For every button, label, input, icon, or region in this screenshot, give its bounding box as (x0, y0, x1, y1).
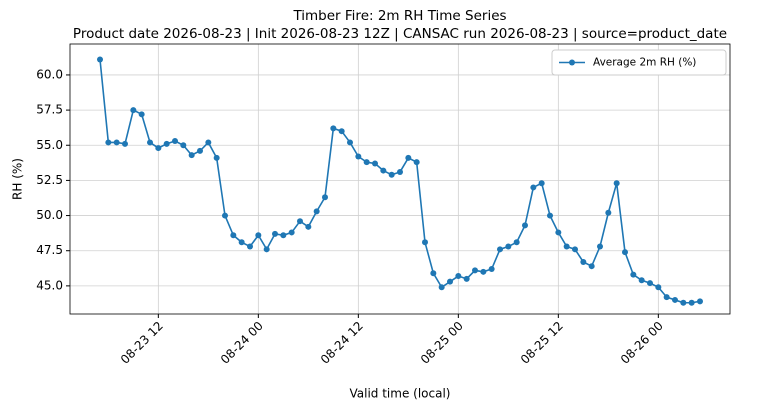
y-tick-label: 47.5 (36, 243, 63, 257)
data-point (180, 142, 187, 149)
data-point (230, 232, 237, 239)
data-point (363, 159, 370, 166)
data-point (522, 222, 528, 229)
data-point (288, 229, 295, 236)
data-point (330, 125, 337, 132)
x-tick-label: 08-25 12 (518, 319, 566, 367)
data-point (263, 246, 270, 253)
data-point (655, 284, 662, 291)
data-point (622, 249, 628, 256)
chart-subtitle: Product date 2026-08-23 | Init 2026-08-2… (73, 26, 727, 42)
data-point (372, 160, 378, 167)
legend-box (551, 49, 727, 76)
x-tick-label: 08-24 12 (318, 319, 366, 367)
data-point (472, 267, 478, 274)
data-point (222, 212, 228, 219)
data-point (255, 232, 262, 239)
data-point (447, 278, 453, 285)
y-axis-label: RH (%) (11, 158, 25, 200)
chart-title: Timber Fire: 2m RH Time Series (292, 8, 506, 24)
data-point (572, 246, 578, 253)
data-point (638, 277, 645, 284)
data-point (197, 147, 203, 154)
y-tick-label: 55.0 (36, 138, 63, 152)
data-point (547, 212, 553, 219)
data-point (172, 138, 178, 145)
data-point (280, 232, 287, 239)
data-point (430, 270, 437, 277)
x-tick-label: 08-25 00 (418, 319, 466, 367)
legend-label: Average 2m RH (%) (593, 57, 696, 69)
data-point (105, 139, 112, 146)
data-point (455, 273, 462, 280)
data-point (238, 239, 245, 246)
x-tick-label: 08-23 12 (118, 319, 166, 367)
series-line (99, 59, 701, 304)
data-point (647, 280, 653, 287)
data-point (680, 299, 687, 306)
data-point (588, 263, 595, 270)
data-point (355, 153, 362, 160)
data-point (347, 139, 353, 146)
data-point (205, 139, 212, 146)
data-point (147, 139, 153, 146)
data-point (488, 266, 495, 272)
y-tick-label: 45.0 (36, 278, 63, 292)
data-point (672, 296, 678, 303)
y-tick-label: 50.0 (36, 208, 63, 222)
data-point (380, 167, 387, 174)
data-point (138, 111, 145, 118)
data-point (613, 180, 620, 187)
data-point (422, 239, 428, 246)
data-point (388, 171, 395, 178)
data-point (272, 230, 278, 237)
x-axis-label: Valid time (local) (350, 387, 451, 401)
data-point (497, 246, 503, 253)
data-point (605, 209, 612, 216)
y-tick-label: 57.5 (36, 103, 63, 117)
data-point (130, 107, 137, 114)
data-point (463, 275, 470, 282)
data-point (188, 152, 195, 159)
data-point (580, 258, 587, 265)
y-tick-label: 60.0 (36, 67, 63, 81)
x-tick-label: 08-26 00 (618, 319, 666, 367)
data-point (213, 154, 220, 161)
data-point (697, 298, 703, 305)
data-point (155, 145, 162, 152)
data-point (163, 140, 170, 147)
x-tick-label: 08-24 00 (218, 319, 266, 367)
y-tick-label: 52.5 (36, 173, 63, 187)
plot-frame (69, 43, 731, 315)
data-point (305, 223, 312, 230)
data-point (555, 229, 562, 236)
data-point (97, 56, 103, 63)
data-point (313, 208, 320, 215)
data-point (505, 243, 512, 250)
data-point (322, 194, 328, 201)
data-point (538, 180, 545, 187)
data-point (480, 268, 487, 275)
data-point (513, 239, 520, 246)
data-point (122, 140, 128, 147)
data-point (438, 284, 445, 291)
data-point (688, 299, 695, 306)
data-point (338, 128, 345, 135)
data-point (563, 243, 570, 250)
data-point (113, 139, 120, 146)
data-point (297, 218, 303, 225)
data-point (405, 154, 412, 161)
legend-marker (569, 59, 575, 66)
data-point (397, 168, 403, 175)
data-point (630, 271, 637, 278)
data-point (663, 294, 670, 301)
data-point (597, 243, 603, 250)
data-point (530, 184, 537, 191)
data-point (413, 159, 420, 166)
data-point (247, 243, 253, 250)
